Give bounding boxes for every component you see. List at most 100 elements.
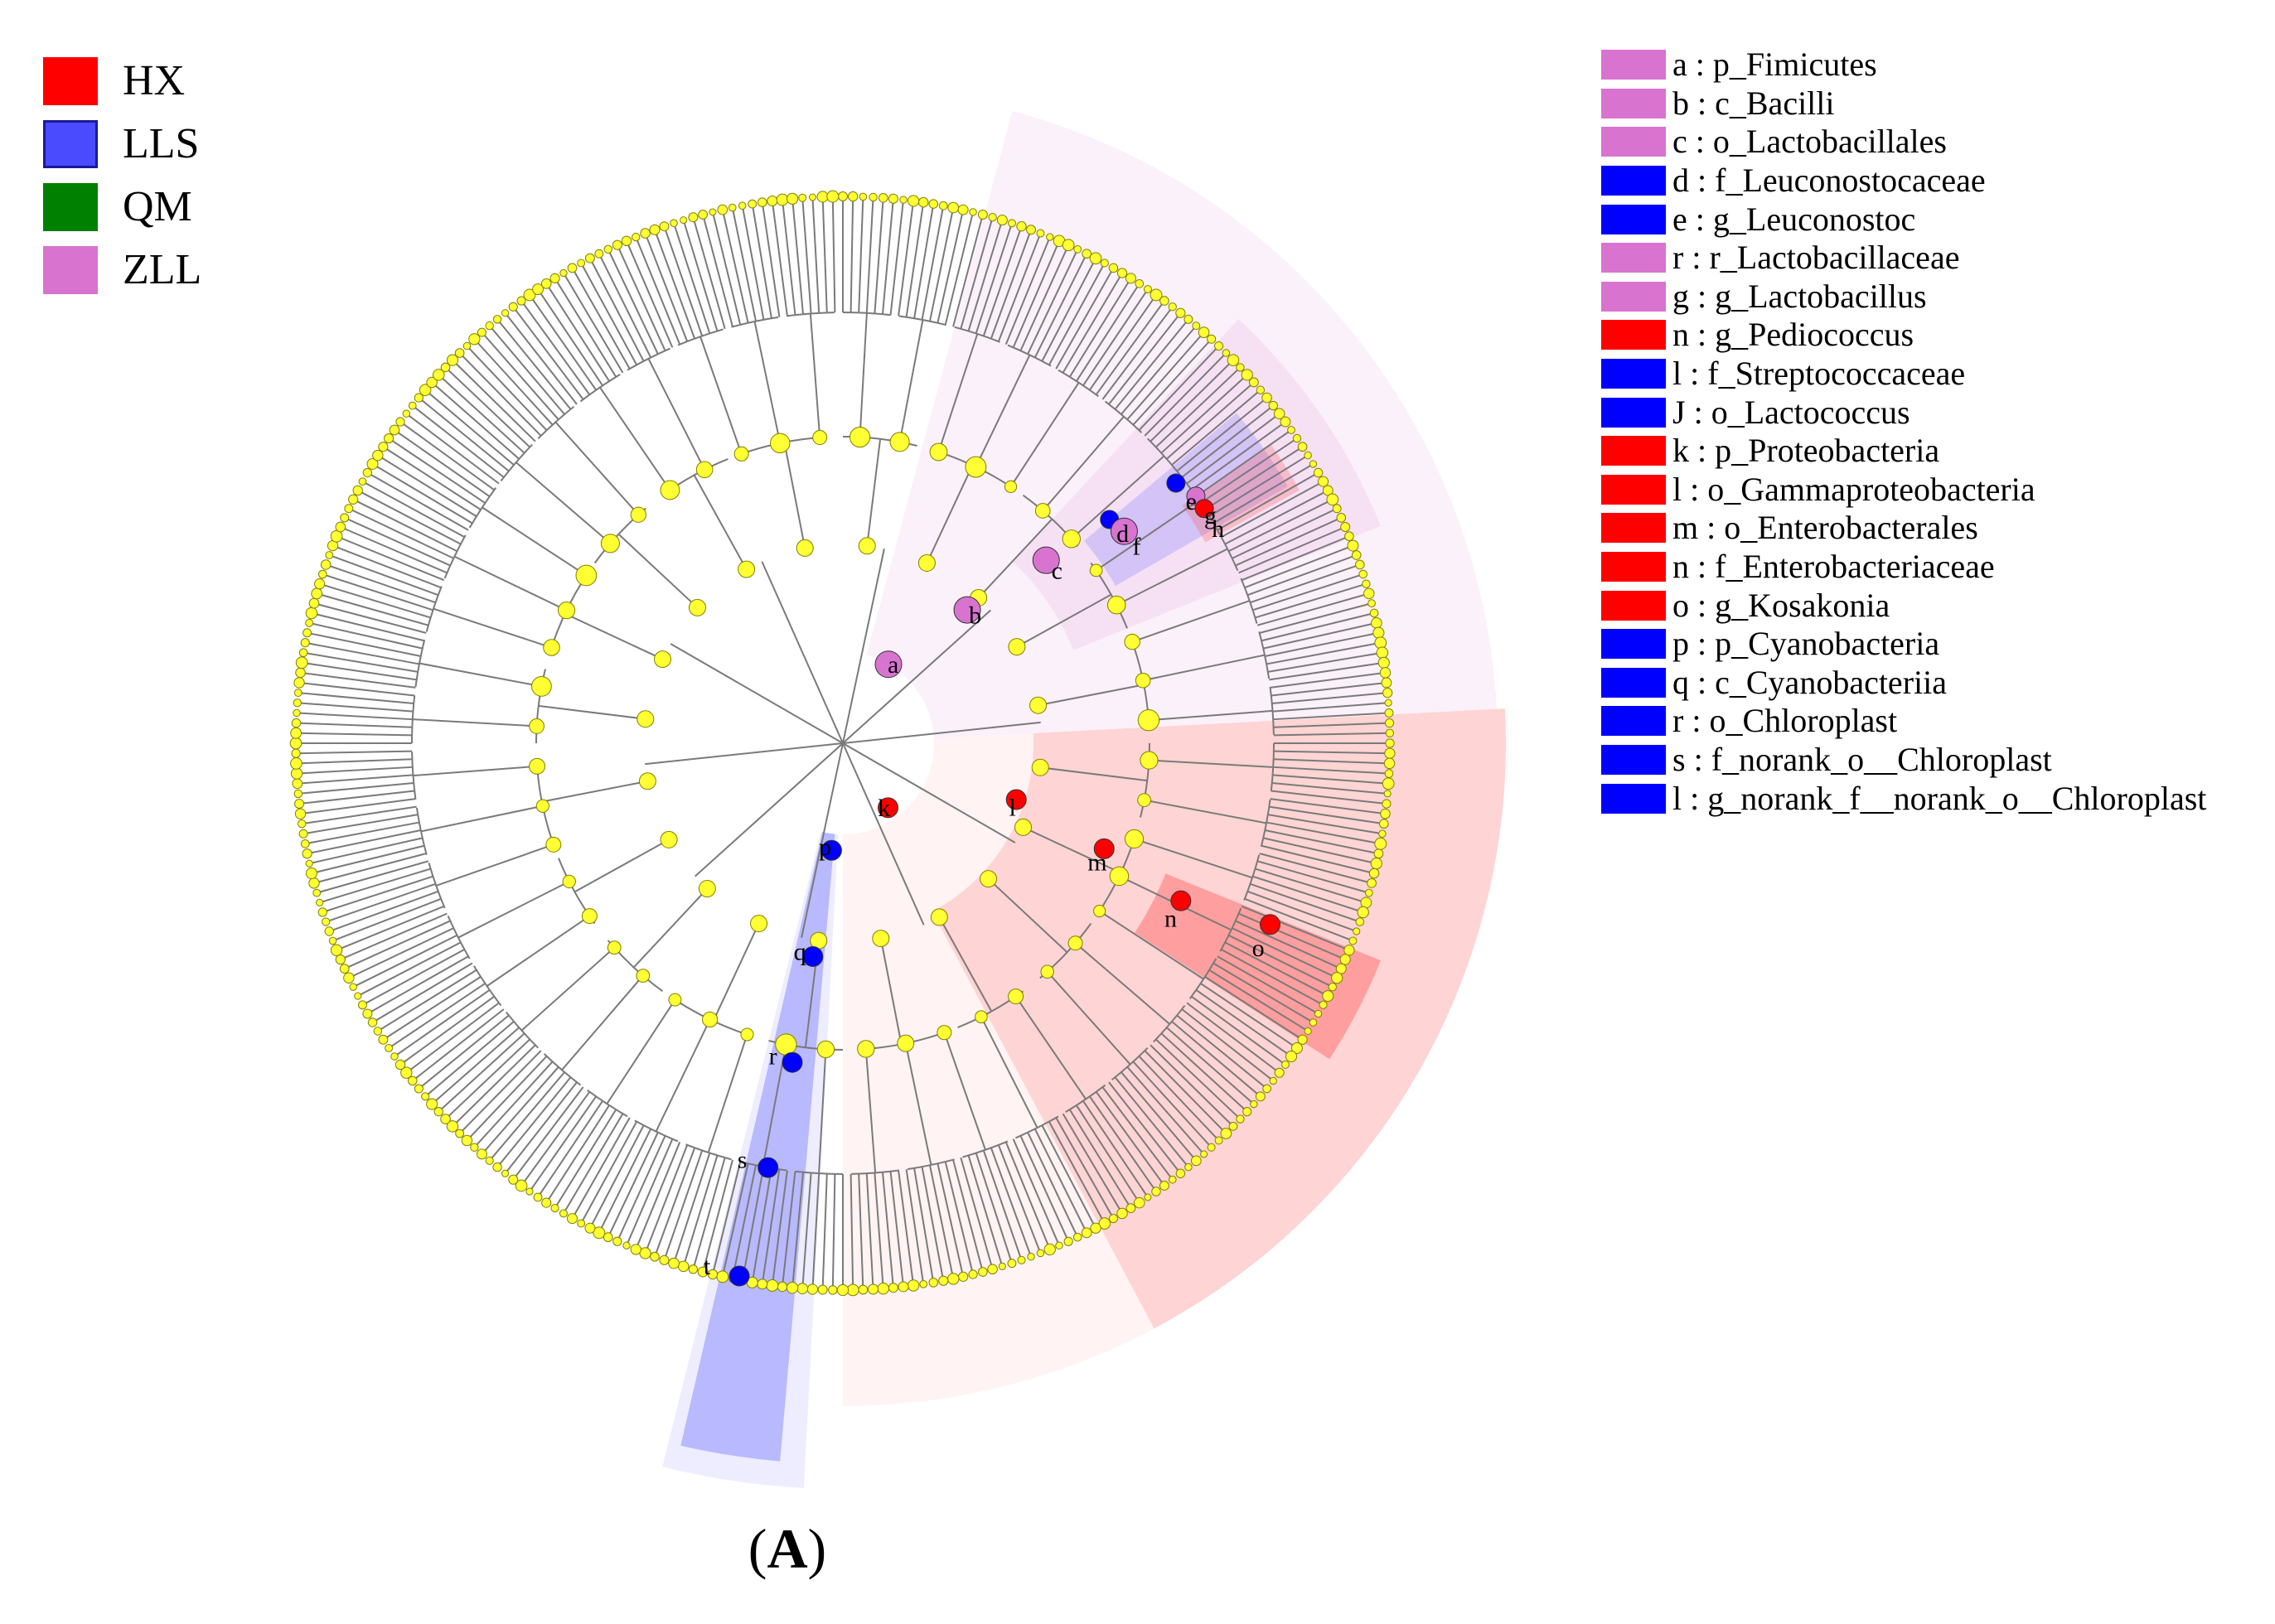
taxa-letter: o bbox=[1672, 586, 1689, 624]
leaf-branch bbox=[881, 198, 894, 315]
leaf-node bbox=[400, 1066, 413, 1079]
leaf-branch bbox=[1033, 253, 1088, 358]
leaf-branch bbox=[898, 1170, 915, 1286]
leaf-node bbox=[1336, 513, 1347, 523]
leaf-branch bbox=[1269, 661, 1384, 681]
leaf-branch bbox=[692, 1157, 726, 1270]
taxa-swatch bbox=[1601, 127, 1666, 157]
taxa-swatch bbox=[1601, 667, 1666, 698]
leaf-node bbox=[1168, 302, 1177, 312]
taxa-letter: c bbox=[1672, 123, 1687, 161]
taxa-label: k : p_Proteobacteria bbox=[1672, 432, 1940, 470]
clade-spoke bbox=[419, 662, 542, 688]
leaf-node bbox=[312, 888, 322, 897]
leaf-node bbox=[1384, 708, 1394, 718]
leaf-node bbox=[1297, 442, 1308, 452]
leaf-branch bbox=[388, 983, 486, 1049]
leaf-branch bbox=[340, 912, 448, 960]
inner-node bbox=[1067, 935, 1083, 951]
inner-node bbox=[1062, 529, 1081, 549]
leaf-branch bbox=[751, 1167, 772, 1283]
caption-open: ( bbox=[748, 1517, 767, 1580]
taxa-name: f_Streptococcaceae bbox=[1707, 355, 1966, 393]
clade-spoke bbox=[1144, 799, 1267, 824]
leaf-node bbox=[947, 1273, 960, 1285]
leaf-branch bbox=[1132, 1061, 1213, 1148]
leaf-branch bbox=[357, 490, 462, 545]
leaf-branch bbox=[1195, 989, 1292, 1057]
leaf-branch bbox=[1259, 853, 1372, 884]
leaf-node bbox=[697, 1266, 709, 1278]
leaf-node bbox=[1309, 460, 1318, 468]
leaf-node bbox=[293, 789, 303, 799]
leaf-node bbox=[440, 1114, 451, 1124]
biomarker-nodes bbox=[728, 473, 1280, 1287]
leaf-node bbox=[1382, 777, 1395, 790]
leaf-branch bbox=[1195, 429, 1292, 497]
inner-node bbox=[1029, 696, 1048, 714]
clade-spoke bbox=[482, 506, 587, 577]
leaf-branch bbox=[960, 1157, 994, 1270]
root-spoke bbox=[842, 609, 992, 744]
clade-spoke bbox=[864, 1048, 877, 1173]
leaf-branch bbox=[1221, 481, 1324, 539]
leaf-branch bbox=[1095, 300, 1165, 395]
leaf-branch bbox=[452, 359, 536, 442]
inner-node bbox=[1106, 595, 1126, 615]
leaf-branch bbox=[801, 197, 812, 314]
leaf-branch bbox=[302, 805, 417, 825]
leaf-node bbox=[1369, 608, 1379, 618]
inner-node bbox=[1093, 904, 1106, 918]
taxa-letter: n bbox=[1672, 548, 1689, 586]
leaf-node bbox=[1319, 1000, 1328, 1009]
leaf-node bbox=[1198, 326, 1210, 338]
leaf-branch bbox=[1089, 294, 1157, 391]
inner-node bbox=[660, 830, 678, 848]
leaf-branch bbox=[1224, 941, 1329, 997]
leaf-node bbox=[357, 1000, 367, 1010]
leaf-node bbox=[877, 1282, 889, 1295]
inner-node bbox=[529, 718, 545, 734]
leaf-branch bbox=[1265, 631, 1379, 658]
leaf-branch bbox=[307, 631, 421, 658]
leaf-node bbox=[786, 192, 799, 205]
leaf-branch bbox=[296, 722, 413, 728]
leaf-branch bbox=[344, 920, 451, 970]
inner-node bbox=[750, 915, 768, 933]
taxa-label: r : r_Lactobacillaceae bbox=[1672, 239, 1960, 277]
leaf-branch bbox=[328, 554, 439, 597]
clade-spoke bbox=[1074, 942, 1170, 1025]
leaf-branch bbox=[512, 1086, 584, 1181]
biomarker-label: n bbox=[1164, 906, 1177, 933]
leaf-node bbox=[1007, 1259, 1017, 1269]
clade-arc bbox=[1111, 1046, 1149, 1081]
leaf-branch bbox=[692, 216, 726, 330]
leaf-node bbox=[389, 424, 400, 436]
leaf-node bbox=[1287, 426, 1295, 434]
root-spoke bbox=[842, 742, 1016, 843]
leaf-node bbox=[328, 936, 337, 945]
clade-spoke bbox=[904, 1042, 932, 1166]
leaf-branch bbox=[682, 1155, 719, 1267]
leaf-branch bbox=[751, 203, 772, 319]
leaf-branch bbox=[731, 1165, 758, 1279]
inner-node bbox=[1040, 964, 1054, 979]
leaf-node bbox=[1100, 259, 1109, 268]
leaf-node bbox=[508, 1174, 519, 1185]
inner-node bbox=[702, 1011, 719, 1028]
inner-node bbox=[543, 639, 560, 656]
leaf-branch bbox=[1171, 389, 1261, 466]
leaf-node bbox=[532, 283, 545, 296]
leaf-branch bbox=[388, 437, 486, 504]
leaf-node bbox=[340, 513, 350, 523]
leaf-branch bbox=[361, 481, 465, 539]
leaf-node bbox=[1168, 1175, 1177, 1184]
leaf-node bbox=[957, 204, 969, 215]
leaf-node bbox=[322, 917, 331, 926]
inner-node bbox=[980, 870, 998, 888]
taxa-swatch bbox=[1601, 204, 1666, 234]
leaf-branch bbox=[1238, 526, 1346, 574]
leaf-branch bbox=[1041, 258, 1096, 362]
leaf-node bbox=[1374, 837, 1387, 850]
leaf-node bbox=[1382, 687, 1393, 698]
